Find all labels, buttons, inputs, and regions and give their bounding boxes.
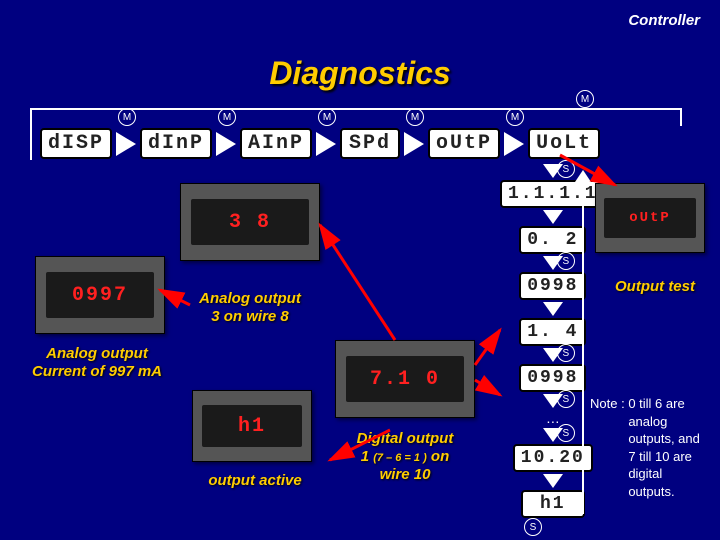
s-badge: S <box>557 252 575 270</box>
device-led: oUtP <box>629 210 671 226</box>
flow-arrow <box>216 132 236 156</box>
vchain-item: 1. 4 <box>519 318 586 346</box>
m-badge: M <box>406 108 424 126</box>
flow-item: oUtP <box>428 128 500 159</box>
device-photo: 0997 <box>35 256 165 334</box>
vchain-item: 0. 2 <box>519 226 586 254</box>
annotation-label: Analog outputCurrent of 997 mA <box>12 345 182 381</box>
flow-arrow <box>404 132 424 156</box>
vchain-item: 0998 <box>519 272 586 300</box>
s-badge: S <box>524 518 542 536</box>
vchain-ellipsis: … <box>546 410 560 426</box>
device-led: 3 8 <box>229 211 271 234</box>
flow-item: SPd <box>340 128 400 159</box>
vchain-arrow <box>543 302 563 316</box>
device-photo: 3 8 <box>180 183 320 261</box>
flow-item: UoLt <box>528 128 600 159</box>
flow-item: AInP <box>240 128 312 159</box>
header-text: Controller <box>628 12 700 29</box>
m-badge-top: M <box>576 90 594 108</box>
annotation-label: Analog output3 on wire 8 <box>185 290 315 326</box>
vchain-item: 0998 <box>519 364 586 392</box>
device-photo: 7.1 0 <box>335 340 475 418</box>
flow-item: dInP <box>140 128 212 159</box>
s-badge: S <box>557 344 575 362</box>
device-photo: h1 <box>192 390 312 462</box>
return-arrow-up <box>575 170 591 182</box>
annotation-label: Digital output1 (7 – 6 = 1 ) onwire 10 <box>330 430 480 484</box>
vchain-arrow <box>543 474 563 488</box>
page-title: Diagnostics <box>269 55 450 92</box>
m-badge: M <box>506 108 524 126</box>
flow-arrow <box>504 132 524 156</box>
flow-arrow <box>316 132 336 156</box>
m-badge: M <box>318 108 336 126</box>
annotation-label: Output test <box>600 278 710 296</box>
s-badge: S <box>557 390 575 408</box>
m-badge: M <box>118 108 136 126</box>
return-line-v <box>582 180 584 512</box>
flow-row: dISPdInPMAInPMSPdMoUtPMUoLtM <box>40 128 600 159</box>
flow-loop-right <box>680 108 682 126</box>
device-led: 0997 <box>72 284 128 307</box>
s-badge: S <box>557 424 575 442</box>
note-text: Note : 0 till 6 are analog outputs, and … <box>590 395 715 500</box>
m-badge: M <box>218 108 236 126</box>
device-led: h1 <box>238 415 266 438</box>
vchain-item: 10.20 <box>513 444 593 472</box>
device-led: 7.1 0 <box>370 368 440 391</box>
flow-arrow <box>116 132 136 156</box>
return-line-h <box>530 512 584 514</box>
flow-item: dISP <box>40 128 112 159</box>
device-photo: oUtP <box>595 183 705 253</box>
s-badge: S <box>557 160 575 178</box>
vchain-item: 1.1.1.1 <box>500 180 606 208</box>
annotation-label: output active <box>185 472 325 490</box>
vchain-arrow <box>543 210 563 224</box>
